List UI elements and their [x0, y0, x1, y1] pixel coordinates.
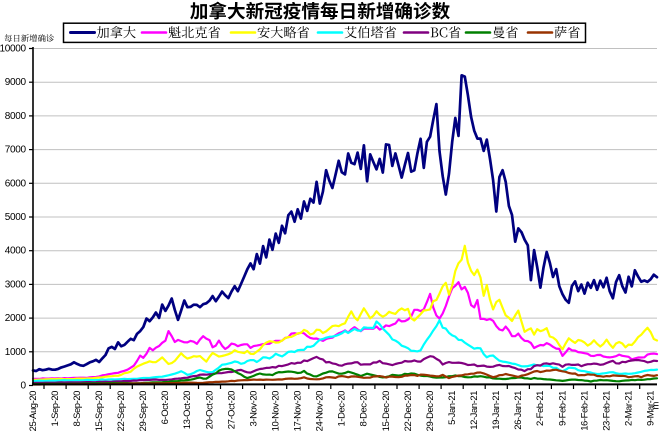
- svg-text:3-Nov-20: 3-Nov-20: [248, 391, 259, 427]
- svg-text:2-Mar-21: 2-Mar-21: [623, 391, 634, 426]
- svg-text:0: 0: [21, 381, 27, 392]
- svg-text:12-Jan-21: 12-Jan-21: [469, 391, 480, 430]
- svg-text:5-Jan-21: 5-Jan-21: [447, 391, 458, 425]
- svg-text:22-Dec-20: 22-Dec-20: [403, 391, 414, 431]
- svg-text:27-Oct-20: 27-Oct-20: [226, 391, 237, 429]
- svg-text:3000: 3000: [5, 279, 27, 290]
- svg-text:9-Mar-21: 9-Mar-21: [646, 391, 657, 426]
- svg-text:2-Feb-21: 2-Feb-21: [535, 391, 546, 426]
- svg-text:15-Sep-20: 15-Sep-20: [94, 391, 105, 431]
- svg-text:15-Dec-20: 15-Dec-20: [381, 391, 392, 431]
- svg-text:13-Oct-20: 13-Oct-20: [182, 391, 193, 429]
- svg-text:26-Jan-21: 26-Jan-21: [513, 391, 524, 430]
- svg-text:4000: 4000: [5, 246, 27, 257]
- svg-text:1-Dec-20: 1-Dec-20: [337, 391, 348, 427]
- svg-text:22-Sep-20: 22-Sep-20: [116, 391, 127, 431]
- svg-text:25-Aug-20: 25-Aug-20: [28, 391, 39, 431]
- svg-text:10000: 10000: [0, 44, 27, 55]
- svg-text:29-Sep-20: 29-Sep-20: [138, 391, 149, 431]
- svg-text:9-Feb-21: 9-Feb-21: [557, 391, 568, 426]
- svg-text:7000: 7000: [5, 145, 27, 156]
- svg-text:23-Feb-21: 23-Feb-21: [601, 391, 612, 431]
- svg-text:20-Oct-20: 20-Oct-20: [204, 391, 215, 429]
- svg-text:1000: 1000: [5, 347, 27, 358]
- svg-text:8-Dec-20: 8-Dec-20: [359, 391, 370, 427]
- svg-text:5000: 5000: [5, 212, 27, 223]
- svg-text:1-Sep-20: 1-Sep-20: [50, 391, 61, 427]
- svg-text:6000: 6000: [5, 178, 27, 189]
- svg-text:m: m: [651, 402, 660, 410]
- svg-text:9000: 9000: [5, 77, 27, 88]
- svg-text:8-Sep-20: 8-Sep-20: [72, 391, 83, 427]
- svg-text:6-Oct-20: 6-Oct-20: [160, 391, 171, 425]
- svg-text:2000: 2000: [5, 313, 27, 324]
- svg-text:29-Dec-20: 29-Dec-20: [425, 391, 436, 431]
- svg-text:8000: 8000: [5, 111, 27, 122]
- svg-text:24-Nov-20: 24-Nov-20: [315, 391, 326, 431]
- svg-text:16-Feb-21: 16-Feb-21: [579, 391, 590, 431]
- svg-text:17-Nov-20: 17-Nov-20: [293, 391, 304, 431]
- svg-text:19-Jan-21: 19-Jan-21: [491, 391, 502, 430]
- svg-text:10-Nov-20: 10-Nov-20: [271, 391, 282, 431]
